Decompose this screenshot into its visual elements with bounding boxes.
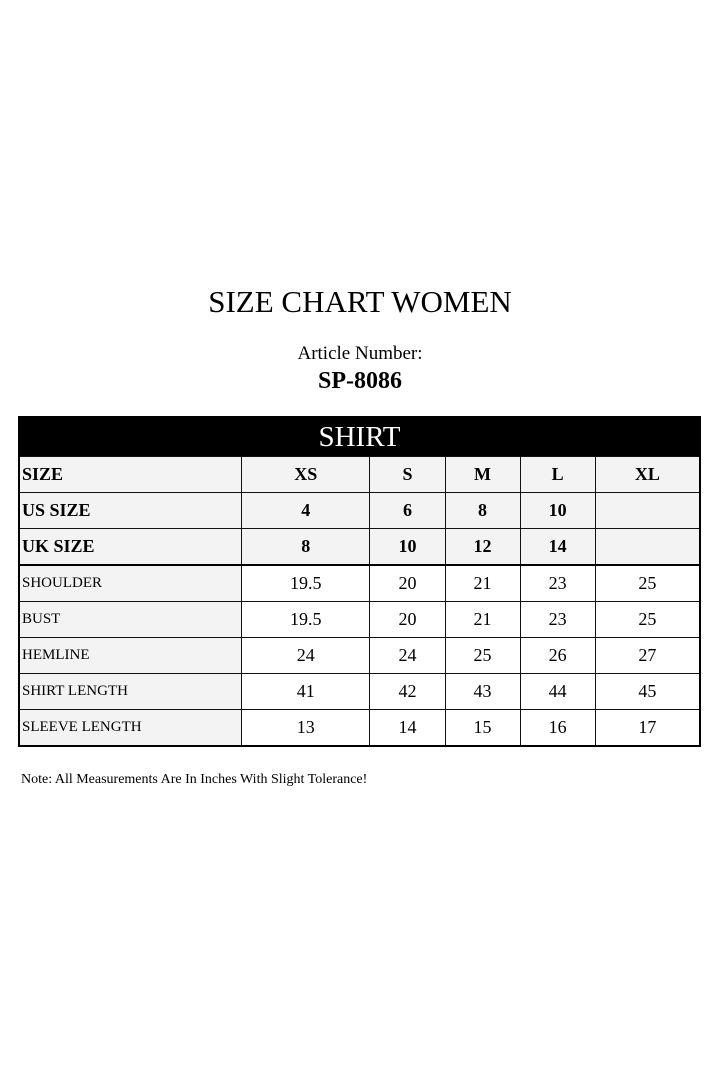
cell-value: 25: [594, 601, 701, 638]
cell-value: 24: [369, 637, 446, 674]
cell-value: [594, 528, 701, 566]
size-chart-table: SHIRT SIZE XS S M L XL US SIZE 4 6 8 10 UK SIZE 8 10 1…: [18, 416, 701, 747]
cell-value: 8: [240, 528, 371, 566]
cell-value: 25: [594, 564, 701, 602]
cell-value: 44: [519, 673, 596, 710]
cell-value: 42: [369, 673, 446, 710]
cell-value: 10: [369, 528, 446, 566]
measurement-row: SHIRT LENGTH 41 42 43 44 45: [18, 673, 701, 710]
cell-value: M: [444, 456, 521, 493]
article-number-label: Article Number:: [297, 343, 423, 364]
cell-value: 15: [444, 709, 521, 747]
size-header-row: UK SIZE 8 10 12 14: [18, 528, 701, 566]
cell-value: 21: [444, 601, 521, 638]
row-label: SIZE: [18, 456, 242, 493]
cell-value: XS: [240, 456, 371, 493]
cell-value: 24: [240, 637, 371, 674]
cell-value: 43: [444, 673, 521, 710]
cell-value: 25: [444, 637, 521, 674]
cell-value: 14: [519, 528, 596, 566]
measurement-row: SLEEVE LENGTH 13 14 15 16 17: [18, 709, 701, 747]
cell-value: 8: [444, 492, 521, 529]
cell-value: 13: [240, 709, 371, 747]
cell-value: 12: [444, 528, 521, 566]
cell-value: S: [369, 456, 446, 493]
page-title: SIZE CHART WOMEN: [208, 284, 512, 319]
row-label: HEMLINE: [18, 637, 242, 674]
cell-value: 19.5: [240, 564, 371, 602]
cell-value: XL: [594, 456, 701, 493]
row-label: US SIZE: [18, 492, 242, 529]
article-number: SP-8086: [318, 368, 402, 394]
cell-value: 20: [369, 564, 446, 602]
size-header-row: SIZE XS S M L XL: [18, 456, 701, 493]
row-label: SLEEVE LENGTH: [18, 709, 242, 747]
row-label: SHOULDER: [18, 564, 242, 602]
cell-value: 27: [594, 637, 701, 674]
cell-value: L: [519, 456, 596, 493]
section-header: SHIRT: [19, 417, 700, 457]
cell-value: 14: [369, 709, 446, 747]
cell-value: 16: [519, 709, 596, 747]
size-header-row: US SIZE 4 6 8 10: [18, 492, 701, 529]
cell-value: 19.5: [240, 601, 371, 638]
cell-value: 26: [519, 637, 596, 674]
measurement-row: HEMLINE 24 24 25 26 27: [18, 637, 701, 674]
measurement-row: BUST 19.5 20 21 23 25: [18, 601, 701, 638]
row-label: BUST: [18, 601, 242, 638]
cell-value: 23: [519, 564, 596, 602]
cell-value: 21: [444, 564, 521, 602]
cell-value: 6: [369, 492, 446, 529]
cell-value: 20: [369, 601, 446, 638]
measurement-note: Note: All Measurements Are In Inches Wit…: [21, 772, 368, 787]
cell-value: 10: [519, 492, 596, 529]
cell-value: 45: [594, 673, 701, 710]
cell-value: 4: [240, 492, 371, 529]
cell-value: 23: [519, 601, 596, 638]
row-label: UK SIZE: [18, 528, 242, 566]
row-label: SHIRT LENGTH: [18, 673, 242, 710]
cell-value: 41: [240, 673, 371, 710]
cell-value: [594, 492, 701, 529]
cell-value: 17: [594, 709, 701, 747]
measurement-row: SHOULDER 19.5 20 21 23 25: [18, 564, 701, 602]
